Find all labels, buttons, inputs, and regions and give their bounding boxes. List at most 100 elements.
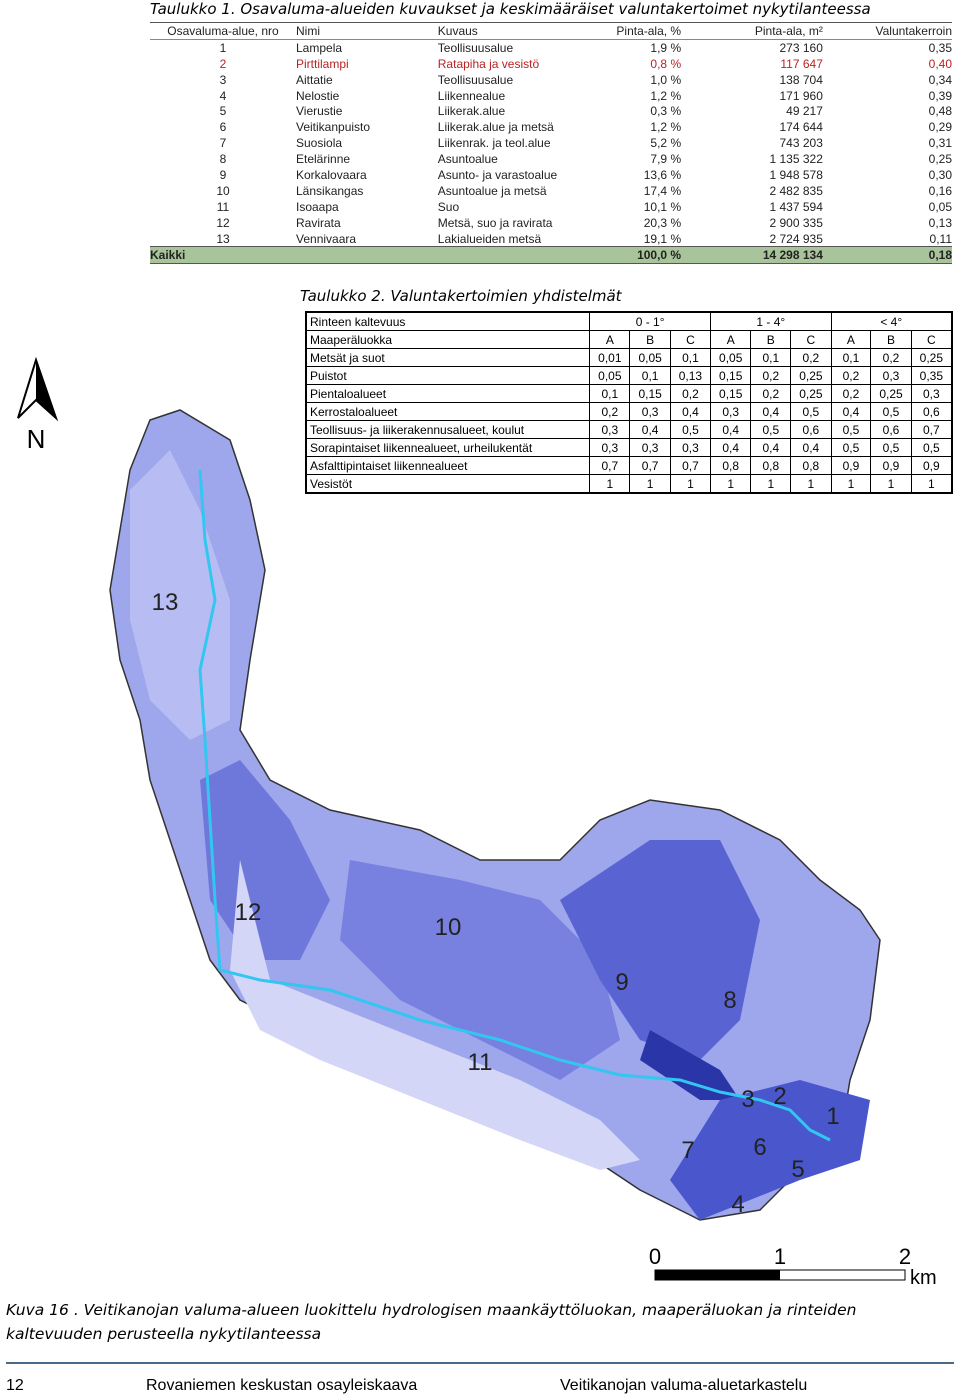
- cell: 1 - 4°: [710, 311, 832, 331]
- cell: 0,5: [830, 420, 872, 439]
- cell: 0,4: [790, 438, 832, 457]
- row: 13 Vennivaara Lakialueiden metsä 19,1 % 2 72…: [150, 231, 952, 247]
- area-label: 10: [435, 914, 462, 941]
- scale-unit: km: [910, 1267, 937, 1289]
- cell: 5,2 %: [650, 136, 682, 151]
- area-label: 11: [468, 1049, 493, 1076]
- cell: Teollisuusalue: [437, 40, 514, 55]
- header-cell: Kuvaus: [437, 22, 597, 40]
- cell: 1,0 %: [650, 72, 682, 87]
- cell: 1: [219, 40, 227, 55]
- cell: Vierustie: [296, 104, 343, 119]
- cell: Lakialueiden metsä: [437, 231, 542, 246]
- footer-left: Rovaniemen keskustan osayleiskaava: [146, 1377, 418, 1394]
- cell: 2 724 935: [769, 231, 823, 246]
- cell: 1,2 %: [650, 88, 682, 103]
- cell: 1: [790, 474, 832, 494]
- cell: 0,6: [870, 420, 912, 439]
- cell: Liikerak.alue: [437, 104, 506, 119]
- cell: Rinteen kaltevuus: [305, 311, 591, 331]
- cell: 1 948 578: [769, 167, 823, 182]
- cell: 6: [219, 120, 227, 135]
- stream: [198, 469, 831, 1142]
- slope-row: Rinteen kaltevuus 0 - 1° 1 - 4° < 4°: [305, 311, 953, 331]
- cell: 0,05: [928, 199, 952, 214]
- cell: 0,2: [669, 384, 712, 403]
- area-label: 12: [235, 899, 262, 926]
- row: Puistot 0,05 0,1 0,13 0,15 0,2 0,25 0,2 0,3 0,35: [305, 366, 953, 385]
- cell: Teollisuusalue: [437, 72, 514, 87]
- cell: 273 160: [779, 40, 823, 55]
- row: 8 Etelärinne Asuntoalue 7,9 % 1 135 322 0,25: [150, 151, 952, 167]
- area-label: 4: [731, 1191, 744, 1218]
- cell: 0,39: [928, 88, 952, 103]
- cell: Pirttilampi: [296, 56, 349, 71]
- cell: 11: [216, 199, 230, 214]
- cell: 171 960: [779, 88, 823, 103]
- cell: 19,1 %: [643, 231, 682, 246]
- cell: 0,13: [669, 366, 712, 385]
- row: 6 Veitikanpuisto Liikerak.alue ja metsä 1,2…: [150, 119, 952, 135]
- cell: 0,1: [629, 366, 671, 385]
- cell: Vennivaara: [296, 231, 357, 246]
- scale-label: 2: [899, 1244, 911, 1269]
- cell: 20,3 %: [643, 215, 682, 230]
- cell: Asfalttipintaiset liikennealueet: [305, 456, 591, 475]
- row: Pientaloalueet 0,1 0,15 0,2 0,15 0,2 0,25 0,2 0,…: [305, 384, 953, 403]
- area-label: 5: [791, 1156, 804, 1183]
- cell: 1: [910, 474, 953, 494]
- footer-right: Veitikanojan valuma-aluetarkastelu: [560, 1377, 808, 1394]
- cell: 0,18: [822, 246, 952, 265]
- cell: 0,25: [790, 384, 832, 403]
- row: 4 Nelostie Liikennealue 1,2 % 171 960 0,39: [150, 88, 952, 104]
- cell: 0,11: [929, 231, 952, 246]
- cell: 138 704: [779, 72, 823, 87]
- scale: 0 1 2km: [649, 1244, 937, 1289]
- cell: Maaperäluokka: [305, 330, 591, 349]
- row: 1 Lampela Teollisuusalue 1,9 % 273 160 0,35: [150, 39, 952, 55]
- cell: 0,9: [870, 456, 912, 475]
- cell: 0,35: [928, 40, 952, 55]
- cell: 0,5: [830, 438, 872, 457]
- area-label: 9: [615, 969, 628, 996]
- north-label: N: [27, 424, 46, 454]
- caption: Kuva 16 . Veitikanojan valuma-alueen luo…: [6, 1301, 857, 1343]
- cell: 1,2 %: [650, 120, 682, 135]
- cell: Etelärinne: [296, 152, 351, 167]
- area-label: 1: [826, 1103, 839, 1130]
- cell: Asuntoalue ja metsä: [437, 183, 547, 198]
- cell: 0,15: [710, 384, 752, 403]
- area-label: 13: [152, 589, 179, 616]
- cell: 0,9: [910, 456, 953, 475]
- cell: 4: [219, 88, 227, 103]
- table1-title: Taulukko 1. Osavaluma-alueiden kuvaukset…: [150, 0, 871, 18]
- cell: 0,25: [928, 152, 952, 167]
- cell: 0,2: [830, 384, 872, 403]
- cell: Lampela: [296, 40, 343, 55]
- cell: 0,29: [928, 120, 952, 135]
- table2: Rinteen kaltevuus 0 - 1° 1 - 4° < 4° Maaperä…: [305, 311, 953, 494]
- row: 10 Länsikangas Asuntoalue ja metsä 17,4 % 2 …: [150, 183, 952, 199]
- cell: 100,0 %: [596, 246, 682, 265]
- cell: 0,1: [750, 348, 792, 367]
- cell: 0,15: [710, 366, 752, 385]
- cell: Kaikki: [150, 246, 597, 265]
- cell: 49 217: [786, 104, 823, 119]
- cell: < 4°: [830, 311, 953, 331]
- header-cell: Osavaluma-alue, nro: [150, 22, 296, 40]
- cell: 1,9 %: [650, 40, 682, 55]
- row: 5 Vierustie Liikerak.alue 0,3 % 49 217 0,48: [150, 103, 952, 119]
- map-labels: 13 12 10 9 8 11 3 2 1 7 65 4: [152, 589, 840, 1218]
- cell: 0,30: [928, 167, 952, 182]
- cell: 0,8: [790, 456, 832, 475]
- cell: 13: [216, 231, 230, 246]
- north-arrow-half: [36, 360, 56, 418]
- cell: 1: [629, 474, 671, 494]
- cell: 0 - 1°: [589, 311, 712, 331]
- cell: 0,3: [870, 366, 912, 385]
- row: 3 Aittatie Teollisuusalue 1,0 % 138 704 0,34: [150, 72, 952, 88]
- cell: Aittatie: [296, 72, 333, 87]
- cell: 8: [219, 152, 227, 167]
- cell: 7: [219, 136, 227, 151]
